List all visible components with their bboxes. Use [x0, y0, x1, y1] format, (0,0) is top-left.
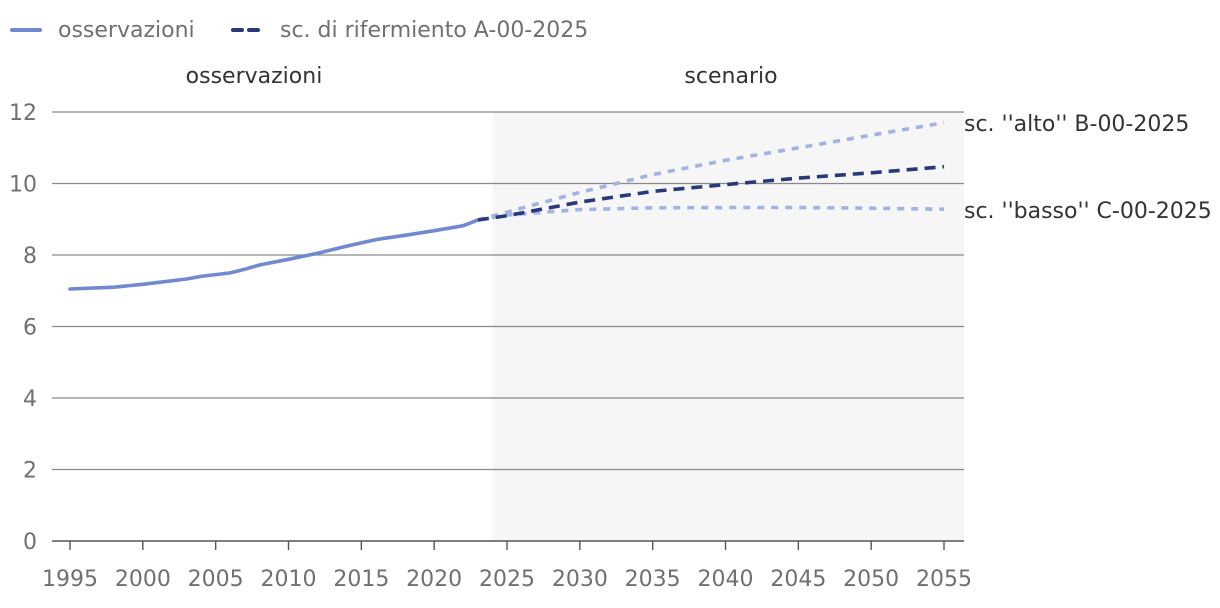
x-tick-label-2015: 2015	[333, 567, 389, 592]
series-line-sc-di-rifermiento-a-00-2025	[477, 164, 945, 222]
x-tick-label-2005: 2005	[188, 567, 244, 592]
section-label-observations: osservazioni	[186, 64, 323, 89]
x-tick-label-2000: 2000	[115, 567, 171, 592]
y-tick-label-6: 6	[23, 316, 37, 341]
end-label-basso: sc. ''basso'' C-00-2025	[964, 199, 1212, 224]
x-tick-label-2030: 2030	[552, 567, 608, 592]
x-axis: 1995 2000 2005 2010 2015 2020 2025 2030 2035 2040…	[42, 540, 972, 592]
x-tick-label-2020: 2020	[406, 567, 462, 592]
x-tick-label-2025: 2025	[479, 567, 535, 592]
y-tick-label-2: 2	[23, 459, 37, 484]
x-tick-label-1995: 1995	[42, 567, 98, 592]
x-tick-label-2010: 2010	[261, 567, 317, 592]
series-line-sc-basso-c-00-2025	[477, 205, 945, 222]
x-tick-label-2045: 2045	[770, 567, 826, 592]
y-tick-label-12: 12	[9, 101, 37, 126]
legend-label-osservazioni: osservazioni	[58, 18, 195, 43]
x-tick-label-2055: 2055	[916, 567, 972, 592]
end-label-alto: sc. ''alto'' B-00-2025	[964, 112, 1189, 137]
x-tick-label-2050: 2050	[843, 567, 899, 592]
y-tick-label-8: 8	[23, 244, 37, 269]
series-layer	[68, 120, 945, 291]
y-tick-label-10: 10	[9, 173, 37, 198]
x-tick-label-2035: 2035	[625, 567, 681, 592]
y-tick-label-4: 4	[23, 387, 37, 412]
series-line-sc-alto-b-00-2025	[477, 120, 945, 222]
x-tick-label-2040: 2040	[698, 567, 754, 592]
series-line-osservazioni	[68, 218, 480, 291]
y-axis: 0 2 4 6 8 10 12	[9, 101, 37, 555]
section-label-scenario: scenario	[684, 64, 777, 89]
y-tick-label-0: 0	[23, 530, 37, 555]
gridlines	[52, 111, 964, 471]
legend: osservazioni sc. di rifermiento A-00-202…	[10, 18, 588, 43]
legend-label-scenario-a: sc. di rifermiento A-00-2025	[280, 18, 588, 43]
